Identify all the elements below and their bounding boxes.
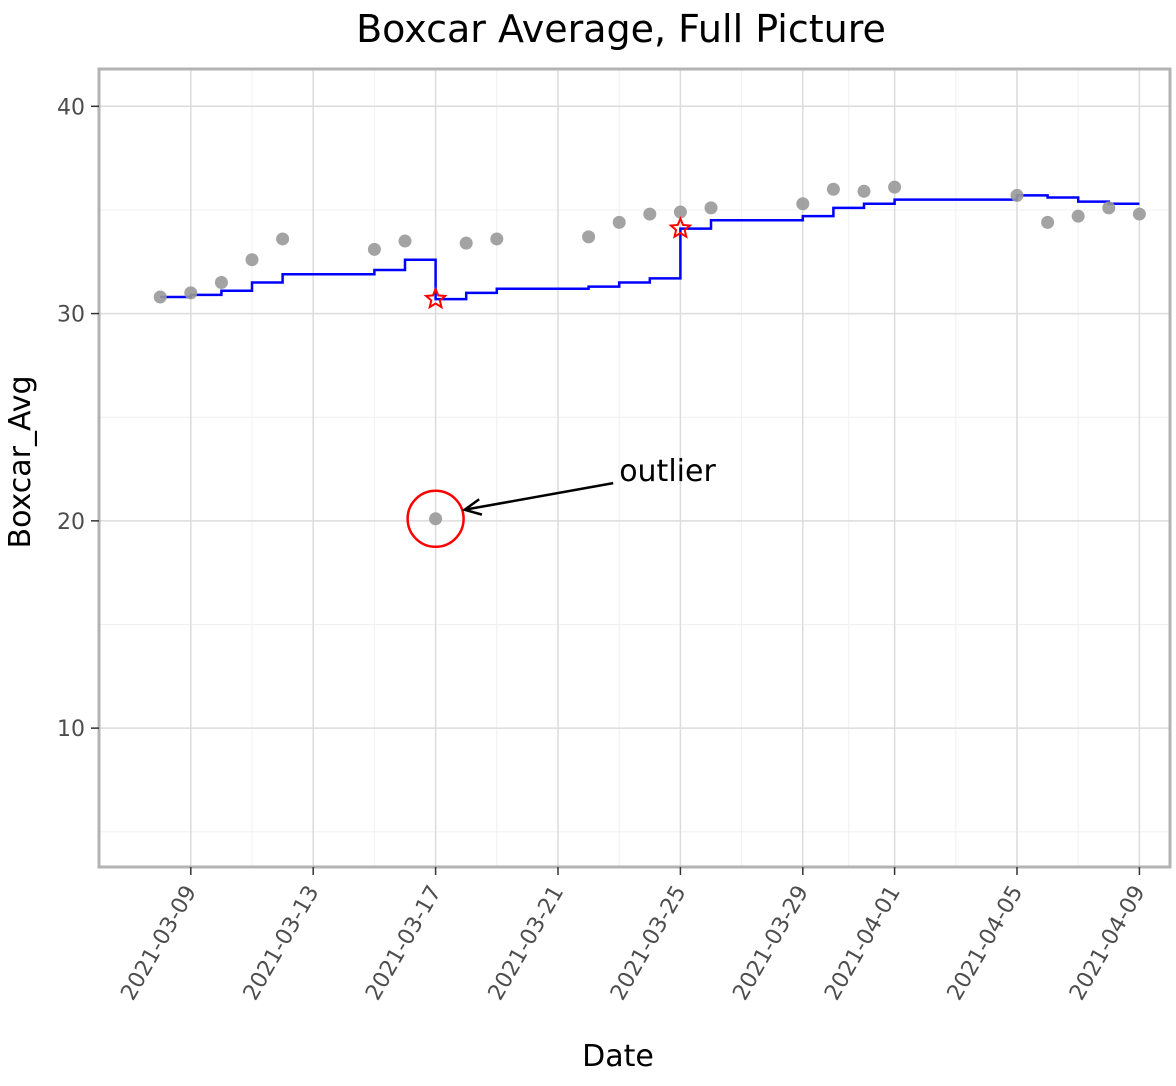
- y-axis-title: Boxcar_Avg: [3, 375, 38, 548]
- data-point: [367, 242, 381, 256]
- y-tick-label: 20: [57, 510, 85, 535]
- data-point: [153, 290, 167, 304]
- y-tick-label: 10: [57, 717, 85, 742]
- data-point: [1041, 215, 1055, 229]
- x-tick-label: 2021-03-17: [361, 882, 447, 1005]
- x-tick-label: 2021-04-01: [820, 882, 906, 1005]
- data-point: [1132, 207, 1146, 221]
- data-point: [1010, 188, 1024, 202]
- plot-panel-border: [97, 67, 1172, 869]
- data-point: [1071, 209, 1085, 223]
- star-marker: [423, 286, 448, 310]
- x-axis-title: Date: [582, 1039, 654, 1074]
- data-point: [888, 180, 902, 194]
- data-point: [398, 234, 412, 248]
- data-point: [214, 275, 228, 289]
- data-point: [582, 230, 596, 244]
- data-point: [184, 286, 198, 300]
- star-marker: [668, 215, 693, 239]
- outlier-circle: [406, 489, 465, 549]
- annotation-arrowhead: [461, 498, 483, 516]
- data-point: [459, 236, 473, 250]
- data-point: [826, 182, 840, 196]
- x-tick-label: 2021-03-21: [484, 882, 570, 1005]
- data-point: [1102, 201, 1116, 215]
- x-tick-label: 2021-03-25: [606, 882, 692, 1005]
- x-tick-label: 2021-03-09: [116, 882, 202, 1005]
- x-tick-label: 2021-03-13: [239, 882, 325, 1005]
- annotation-arrow: [464, 481, 614, 512]
- y-axis: 10 20 30 40: [57, 95, 99, 742]
- x-tick-label: 2021-04-05: [943, 882, 1029, 1005]
- star-marker-layer: [423, 215, 693, 310]
- chart-title: Boxcar Average, Full Picture: [356, 7, 886, 51]
- outlier-annotation: outlier: [406, 454, 716, 549]
- data-point: [612, 215, 626, 229]
- data-point: [643, 207, 657, 221]
- points-layer: [153, 180, 1146, 526]
- data-point: [490, 232, 504, 246]
- y-tick-label: 30: [57, 303, 85, 328]
- data-point: [276, 232, 290, 246]
- data-point: [796, 197, 810, 211]
- data-point: [245, 253, 259, 267]
- y-tick-label: 40: [57, 95, 85, 120]
- x-axis: 2021-03-09 2021-03-13 2021-03-17 2021-03-21…: [116, 867, 1151, 1005]
- data-point: [857, 184, 871, 198]
- data-point: [429, 512, 443, 526]
- annotation-label: outlier: [619, 454, 716, 489]
- data-point: [704, 201, 718, 215]
- data-point: [673, 205, 687, 219]
- x-tick-label: 2021-04-09: [1065, 882, 1151, 1005]
- x-tick-label: 2021-03-29: [728, 882, 814, 1005]
